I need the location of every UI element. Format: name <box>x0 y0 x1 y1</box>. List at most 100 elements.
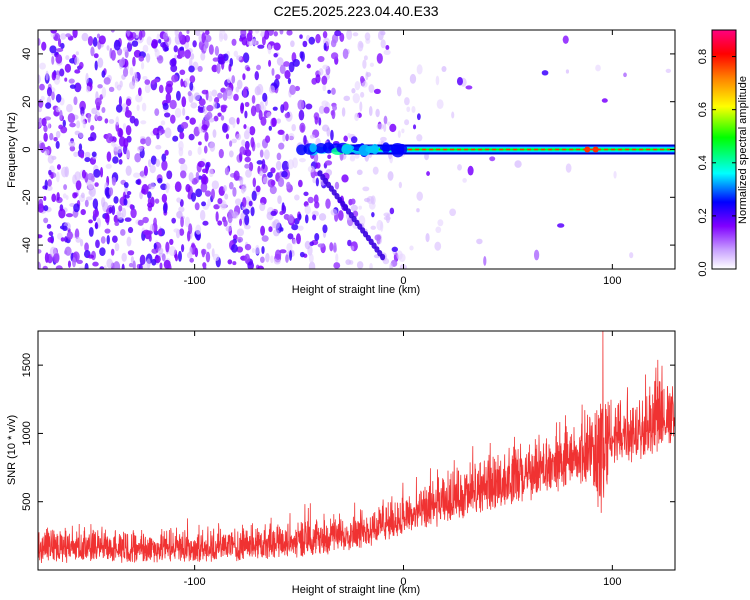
heatmap-cell <box>263 30 270 40</box>
heatmap-cell <box>90 131 97 141</box>
heatmap-cell <box>75 236 81 243</box>
heatmap-cell <box>362 186 370 192</box>
heatmap-cell <box>233 50 239 57</box>
heatmap-cell <box>118 159 123 165</box>
heatmap-cell <box>358 215 366 227</box>
heatmap-cell <box>62 119 66 127</box>
heatmap-cell <box>288 214 294 224</box>
heatmap-cell <box>124 194 130 199</box>
heatmap-cell <box>118 136 126 147</box>
heatmap-cell <box>217 53 224 65</box>
heatmap-cell <box>178 146 184 157</box>
heatmap-cell <box>334 181 340 190</box>
heatmap-cell <box>218 148 224 159</box>
heatmap-cell <box>161 160 168 171</box>
heatmap-cell <box>90 46 95 57</box>
heatmap-cell <box>255 244 260 255</box>
heatmap-cell <box>315 74 321 84</box>
heatmap-cell <box>350 245 355 251</box>
heatmap-cell <box>350 204 358 212</box>
heatmap-cell <box>256 83 264 95</box>
heatmap-cell <box>180 121 189 129</box>
heatmap-cell <box>313 194 319 204</box>
heatmap-cell <box>174 181 182 193</box>
spectrogram-xlabel: Height of straight line (km) <box>292 284 420 296</box>
heatmap-cell <box>209 90 213 98</box>
heatmap-cell <box>73 96 78 106</box>
heatmap-cell <box>322 84 327 92</box>
heatmap-cell <box>322 31 328 39</box>
heatmap-cell <box>233 170 240 181</box>
heatmap-cell <box>149 164 156 174</box>
heatmap-cell <box>258 170 264 177</box>
heatmap-cell <box>97 57 104 68</box>
heatmap-cell <box>259 149 264 158</box>
heatmap-cell <box>476 238 483 245</box>
heatmap-cell <box>93 53 99 59</box>
heatmap-cell <box>375 108 380 118</box>
drift-line-point <box>380 253 386 261</box>
heatmap-cell <box>125 98 132 107</box>
heatmap-cell <box>225 226 233 232</box>
heatmap-cell <box>195 30 201 37</box>
heatmap-cell <box>376 219 383 231</box>
heatmap-cell <box>91 151 97 158</box>
heatmap-cell <box>125 165 132 176</box>
heatmap-cell <box>106 258 113 269</box>
heatmap-cell <box>79 239 84 247</box>
heatmap-cell <box>79 61 84 69</box>
heatmap-cell <box>155 144 162 150</box>
heatmap-cell <box>250 136 255 148</box>
heatmap-cell <box>273 78 280 89</box>
heatmap-cell <box>252 177 257 188</box>
heatmap-cell <box>325 198 331 209</box>
heatmap-cell <box>299 251 305 258</box>
heatmap-cell <box>156 132 160 140</box>
heatmap-cell <box>43 124 48 133</box>
heatmap-cell <box>299 122 306 133</box>
heatmap-cell <box>383 216 391 221</box>
heatmap-cell <box>389 123 397 133</box>
snr-ytick-label: 500 <box>21 493 33 511</box>
heatmap-cell <box>198 98 206 106</box>
heatmap-cell <box>87 172 95 181</box>
heatmap-cell <box>99 266 105 269</box>
heatmap-cell <box>242 52 250 63</box>
heatmap-cell <box>229 140 233 147</box>
heatmap-cell <box>327 89 331 94</box>
heatmap-cell <box>38 74 41 85</box>
carrier-hotspot <box>584 146 591 153</box>
colorbar-frame <box>711 29 737 270</box>
heatmap-cell <box>298 213 302 220</box>
heatmap-cell <box>256 160 263 165</box>
heatmap-cell <box>217 112 222 117</box>
heatmap-cell <box>137 219 144 226</box>
heatmap-cell <box>161 193 168 203</box>
heatmap-cell <box>307 165 315 173</box>
heatmap-cell <box>104 228 111 234</box>
heatmap-cell <box>235 133 242 141</box>
heatmap-cell <box>63 184 68 190</box>
heatmap-cell <box>271 68 275 76</box>
heatmap-cell <box>411 106 416 113</box>
heatmap-cell <box>84 157 91 163</box>
heatmap-cell <box>368 84 375 93</box>
heatmap-cell <box>94 60 98 71</box>
heatmap-cell <box>164 127 172 139</box>
heatmap-cell <box>216 63 221 74</box>
heatmap-cell <box>144 79 151 85</box>
heatmap-cell <box>250 206 255 217</box>
heatmap-cell <box>51 71 57 81</box>
colorbar-label: Normalized spectral amplitude <box>737 76 749 224</box>
heatmap-cell <box>280 227 284 232</box>
heatmap-cell <box>244 214 250 226</box>
heatmap-cell <box>229 57 234 67</box>
heatmap-cell <box>64 77 68 82</box>
heatmap-cell <box>398 181 402 189</box>
heatmap-cell <box>154 49 160 58</box>
heatmap-cell <box>121 263 125 269</box>
heatmap-cell <box>383 49 391 55</box>
heatmap-cell <box>260 30 265 37</box>
snr-series-line <box>38 331 675 564</box>
heatmap-cell <box>51 91 55 101</box>
